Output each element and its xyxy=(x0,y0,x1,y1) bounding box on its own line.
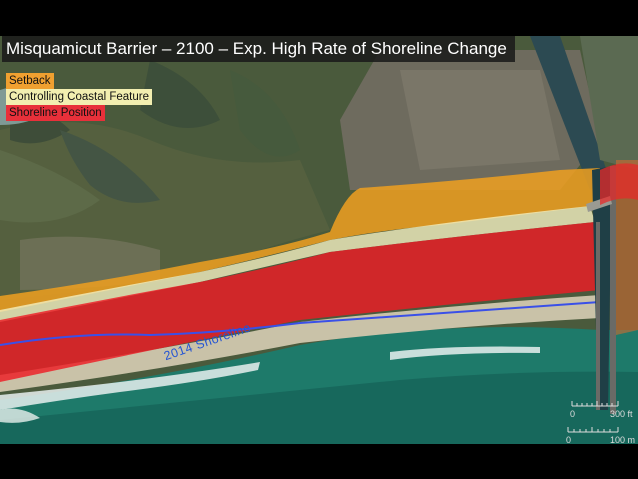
scale-feet-max: 300 ft xyxy=(610,409,633,419)
legend: Setback Controlling Coastal Feature Shor… xyxy=(6,73,152,121)
shoreline-2014-line xyxy=(0,301,601,346)
scale-meters-zero: 0 xyxy=(566,435,572,445)
setback-zone xyxy=(0,168,600,312)
coastal-feature-zone xyxy=(0,206,595,322)
shoreline-position-zone xyxy=(0,222,600,382)
scale-bar-graphic xyxy=(567,401,619,433)
scale-feet-zero: 0 xyxy=(570,409,576,419)
beach xyxy=(0,295,600,392)
map-title: Misquamicut Barrier – 2100 – Exp. High R… xyxy=(2,36,515,62)
legend-item-setback: Setback xyxy=(6,73,54,89)
legend-item-coastal-feature: Controlling Coastal Feature xyxy=(6,89,152,105)
scale-bar: 0 300 ft 0 100 m xyxy=(564,398,636,446)
scale-meters-max: 100 m xyxy=(610,435,636,445)
legend-item-shoreline-position: Shoreline Position xyxy=(6,105,105,121)
